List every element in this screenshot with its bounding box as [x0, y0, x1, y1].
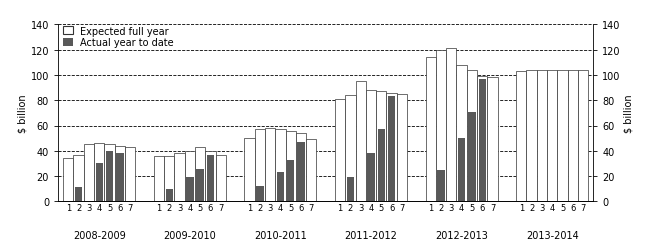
Bar	[386, 93, 397, 202]
Bar	[104, 145, 115, 202]
Bar	[296, 134, 306, 202]
Bar	[347, 178, 354, 202]
Text: 2013-2014: 2013-2014	[526, 230, 579, 240]
Text: 2010-2011: 2010-2011	[254, 230, 307, 240]
Bar	[94, 144, 104, 202]
Bar	[206, 155, 214, 202]
Bar	[63, 159, 74, 202]
Bar	[275, 130, 286, 202]
Text: 2009-2010: 2009-2010	[163, 230, 216, 240]
Bar	[436, 50, 446, 202]
Bar	[467, 71, 477, 202]
Bar	[377, 130, 385, 202]
Bar	[578, 71, 588, 202]
Bar	[286, 131, 296, 202]
Bar	[477, 77, 488, 202]
Bar	[335, 100, 345, 202]
Bar	[256, 186, 264, 202]
Bar	[366, 91, 376, 202]
Bar	[547, 71, 557, 202]
Text: 2012-2013: 2012-2013	[435, 230, 488, 240]
Bar	[526, 71, 537, 202]
Bar	[125, 147, 135, 202]
Bar	[306, 140, 317, 202]
Bar	[166, 189, 173, 202]
Bar	[197, 169, 204, 202]
Bar	[446, 49, 457, 202]
Bar	[568, 71, 578, 202]
Bar	[468, 112, 475, 202]
Bar	[277, 173, 284, 202]
Bar	[376, 92, 386, 202]
Bar	[84, 145, 94, 202]
Bar	[154, 156, 164, 202]
Bar	[367, 154, 375, 202]
Bar	[426, 58, 436, 202]
Text: 2011-2012: 2011-2012	[344, 230, 397, 240]
Bar	[345, 96, 355, 202]
Bar	[74, 155, 84, 202]
Bar	[75, 188, 83, 202]
Bar	[457, 66, 467, 202]
Bar	[164, 156, 174, 202]
Bar	[106, 151, 114, 202]
Y-axis label: $ billion: $ billion	[624, 94, 633, 133]
Bar	[116, 154, 124, 202]
Legend: Expected full year, Actual year to date: Expected full year, Actual year to date	[63, 26, 174, 48]
Bar	[186, 178, 193, 202]
Bar	[479, 79, 486, 202]
Bar	[437, 170, 445, 202]
Bar	[174, 154, 184, 202]
Bar	[195, 147, 205, 202]
Bar	[537, 71, 547, 202]
Y-axis label: $ billion: $ billion	[18, 94, 28, 133]
Bar	[355, 82, 366, 202]
Bar	[397, 94, 407, 202]
Bar	[184, 151, 195, 202]
Text: 2008-2009: 2008-2009	[73, 230, 126, 240]
Bar	[516, 72, 526, 202]
Bar	[488, 78, 498, 202]
Bar	[297, 142, 304, 202]
Bar	[255, 130, 265, 202]
Bar	[244, 139, 255, 202]
Bar	[265, 129, 275, 202]
Bar	[388, 97, 395, 202]
Bar	[95, 164, 103, 202]
Bar	[215, 155, 226, 202]
Bar	[115, 146, 125, 202]
Bar	[205, 151, 215, 202]
Bar	[287, 160, 294, 202]
Bar	[458, 139, 465, 202]
Bar	[557, 71, 568, 202]
